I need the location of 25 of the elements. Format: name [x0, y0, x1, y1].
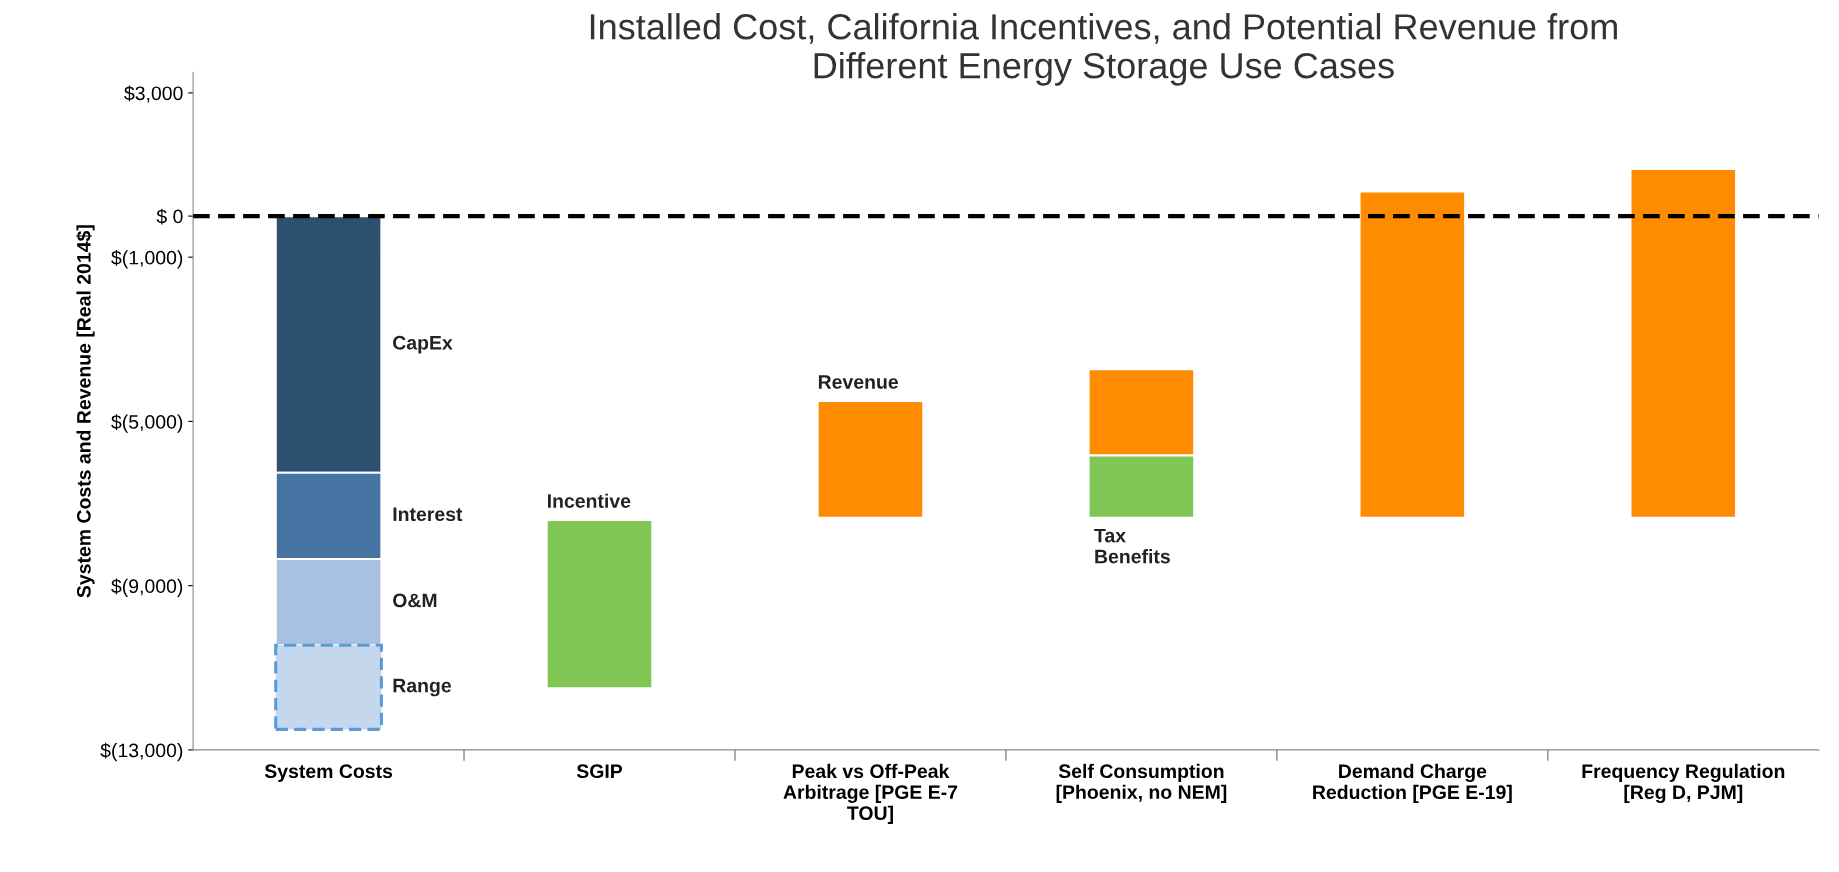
- y-axis-title: System Costs and Revenue [Real 2014$]: [76, 225, 95, 598]
- y-tick-label: $(5,000): [111, 414, 183, 433]
- x-tick-label: Peak vs Off-Peak Arbitrage [PGE E-7 TOU]: [783, 763, 958, 824]
- y-tick-label: $(9,000): [111, 578, 183, 597]
- series-label: Revenue: [818, 375, 899, 389]
- y-tick-label: $3,000: [124, 85, 183, 103]
- series-label: Range: [393, 678, 451, 697]
- y-tick-label: $ 0: [156, 208, 183, 225]
- y-tick-label: $(1,000): [111, 249, 183, 269]
- x-tick-label: Frequency Regulation [Reg D, PJM]: [1582, 763, 1785, 804]
- bar: [545, 518, 654, 690]
- bar: [816, 399, 925, 519]
- y-tick-label: $(13,000): [100, 742, 183, 762]
- x-tick-label: Demand Charge Reduction [PGE E-19]: [1313, 763, 1512, 803]
- series-label: Tax Benefits: [1094, 528, 1170, 564]
- bar: [1358, 190, 1467, 519]
- series-label: CapEx: [393, 335, 453, 354]
- chart-title: Installed Cost, California Incentives, and Potential Revenue from Different Energy Storage Use Cases: [590, 13, 1617, 86]
- x-tick-label: Self Consumption [Phoenix, no NEM]: [1056, 763, 1227, 803]
- series-label: Interest: [393, 507, 463, 522]
- series-label: O&M: [393, 593, 437, 608]
- x-tick-label: System Costs: [264, 764, 393, 782]
- x-tick-label: SGIP: [576, 764, 623, 779]
- series-label: Incentive: [547, 493, 631, 508]
- bar: [1629, 167, 1738, 519]
